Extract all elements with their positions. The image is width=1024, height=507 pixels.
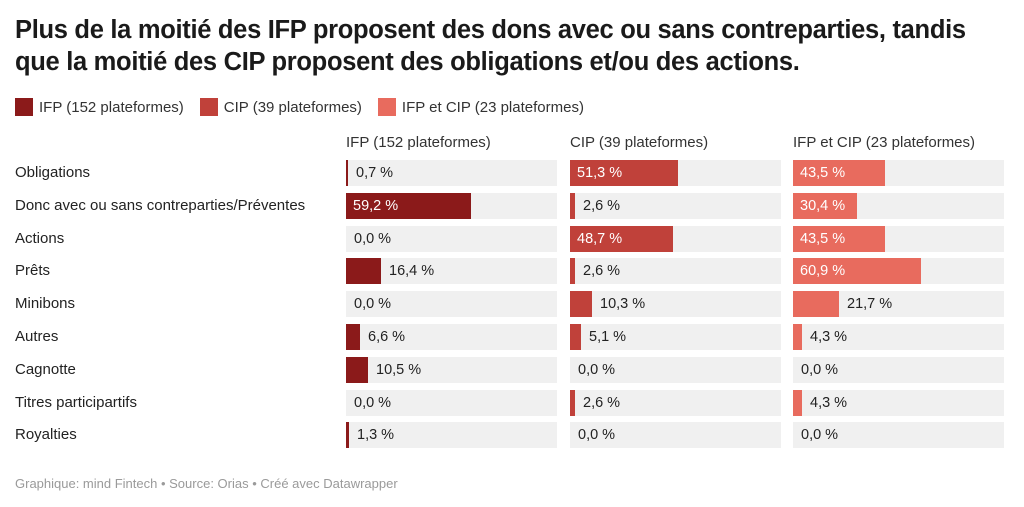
data-label: 1,3 % — [357, 427, 395, 444]
data-label: 48,7 % — [577, 230, 623, 247]
data-label: 10,3 % — [600, 296, 646, 313]
bar-both-titres-participartifs — [793, 389, 802, 416]
legend-swatch-ifp-cip — [377, 98, 396, 116]
data-label: 0,0 % — [801, 427, 839, 444]
bar-background — [346, 258, 557, 285]
bar-ifp-cagnotte — [346, 356, 368, 383]
bar-background — [346, 225, 557, 252]
bar-cip-donc-avec-ou-sans-contreparties-preventes — [570, 192, 575, 219]
row-label-autres: Autres — [15, 328, 59, 345]
bar-background — [793, 389, 1004, 416]
column-header-ifp-cip: IFP et CIP (23 plateformes) — [793, 134, 976, 151]
data-label: 2,6 % — [583, 197, 621, 214]
data-label: 6,6 % — [368, 329, 406, 345]
data-label: 0,0 % — [801, 361, 839, 378]
data-label: 30,4 % — [800, 197, 846, 214]
data-label: 2,6 % — [583, 263, 621, 280]
legend-swatch-ifp — [15, 98, 33, 116]
bar-ifp-royalties — [346, 422, 349, 449]
bar-both-minibons — [793, 291, 839, 318]
data-label: 4,3 % — [810, 394, 848, 411]
bar-background — [570, 258, 781, 285]
bar-cip-autres — [570, 324, 581, 350]
legend-item-ifp-cip: IFP et CIP (23 plateformes) — [377, 98, 584, 116]
bar-background — [346, 324, 557, 350]
bar-cip-actions — [570, 225, 673, 252]
data-label: 16,4 % — [389, 263, 435, 280]
bar-cip-titres-participartifs — [570, 389, 575, 416]
row-label-minibons: Minibons — [15, 295, 76, 313]
legend-label-ifp-cip: IFP et CIP (23 plateformes) — [401, 98, 584, 116]
row-label-cagnotte: Cagnotte — [15, 360, 76, 378]
bar-both-prets — [793, 258, 921, 285]
data-label: 4,3 % — [810, 329, 848, 345]
data-label: 59,2 % — [353, 197, 399, 214]
bar-ifp-obligations — [346, 160, 348, 186]
bar-background — [793, 324, 1004, 350]
row-label-actions: Actions — [15, 229, 65, 247]
data-label: 43,5 % — [800, 165, 846, 181]
bar-both-actions — [793, 225, 885, 252]
data-label: 43,5 % — [800, 230, 846, 247]
bar-ifp-prets — [346, 258, 381, 285]
data-label: 2,6 % — [583, 394, 621, 411]
bar-cip-minibons — [570, 291, 592, 318]
row-label-royalties: Royalties — [15, 426, 77, 444]
bar-background — [346, 389, 557, 416]
chart-title: Plus de la moitié des IFP proposent des … — [15, 16, 966, 76]
bar-background — [793, 356, 1004, 383]
data-label: 0,0 % — [354, 230, 392, 247]
data-label: 0,0 % — [578, 361, 616, 378]
data-label: 10,5 % — [376, 361, 422, 378]
bar-background — [570, 192, 781, 219]
legend-swatch-cip — [199, 98, 218, 116]
bar-background — [570, 389, 781, 416]
bar-ifp-donc-avec-ou-sans-contreparties-preventes — [346, 192, 471, 219]
bar-background — [570, 291, 781, 318]
bar-background — [570, 422, 781, 449]
data-label: 51,3 % — [577, 165, 623, 181]
data-label: 21,7 % — [847, 296, 893, 313]
data-label: 5,1 % — [589, 329, 627, 345]
footer-credits: Graphique: mind Fintech • Source: Orias … — [15, 476, 398, 491]
row-label-donc-avec-ou-sans-contreparties-preventes: Donc avec ou sans contreparties/Prévente… — [15, 196, 306, 214]
row-label-obligations: Obligations — [15, 164, 91, 181]
bar-background — [346, 291, 557, 318]
row-label-titres-participartifs: Titres participartifs — [15, 393, 137, 411]
bar-background — [346, 160, 557, 186]
legend-item-cip: CIP (39 plateformes) — [199, 98, 362, 116]
bar-cip-obligations — [570, 160, 678, 186]
legend-item-ifp: IFP (152 plateformes) — [15, 98, 184, 116]
bar-both-obligations — [793, 160, 885, 186]
bar-ifp-autres — [346, 324, 360, 350]
legend-label-cip: CIP (39 plateformes) — [223, 98, 362, 116]
data-label: 0,0 % — [578, 427, 616, 444]
legend-label-ifp: IFP (152 plateformes) — [39, 98, 184, 116]
column-header-ifp: IFP (152 plateformes) — [346, 134, 491, 151]
data-label: 0,7 % — [356, 165, 394, 181]
row-label-prets: Prêts — [15, 262, 51, 280]
bar-background — [793, 422, 1004, 449]
column-header-cip: CIP (39 plateformes) — [570, 134, 709, 151]
bar-background — [346, 356, 557, 383]
bar-both-autres — [793, 324, 802, 350]
data-label: 60,9 % — [800, 263, 846, 280]
bar-background — [570, 356, 781, 383]
data-label: 0,0 % — [354, 296, 392, 313]
data-label: 0,0 % — [354, 394, 392, 411]
bar-background — [346, 422, 557, 449]
legend: IFP (152 plateformes) CIP (39 plateforme… — [15, 96, 600, 118]
bar-both-donc-avec-ou-sans-contreparties-preventes — [793, 192, 857, 219]
bar-background — [570, 324, 781, 350]
bar-cip-prets — [570, 258, 575, 285]
